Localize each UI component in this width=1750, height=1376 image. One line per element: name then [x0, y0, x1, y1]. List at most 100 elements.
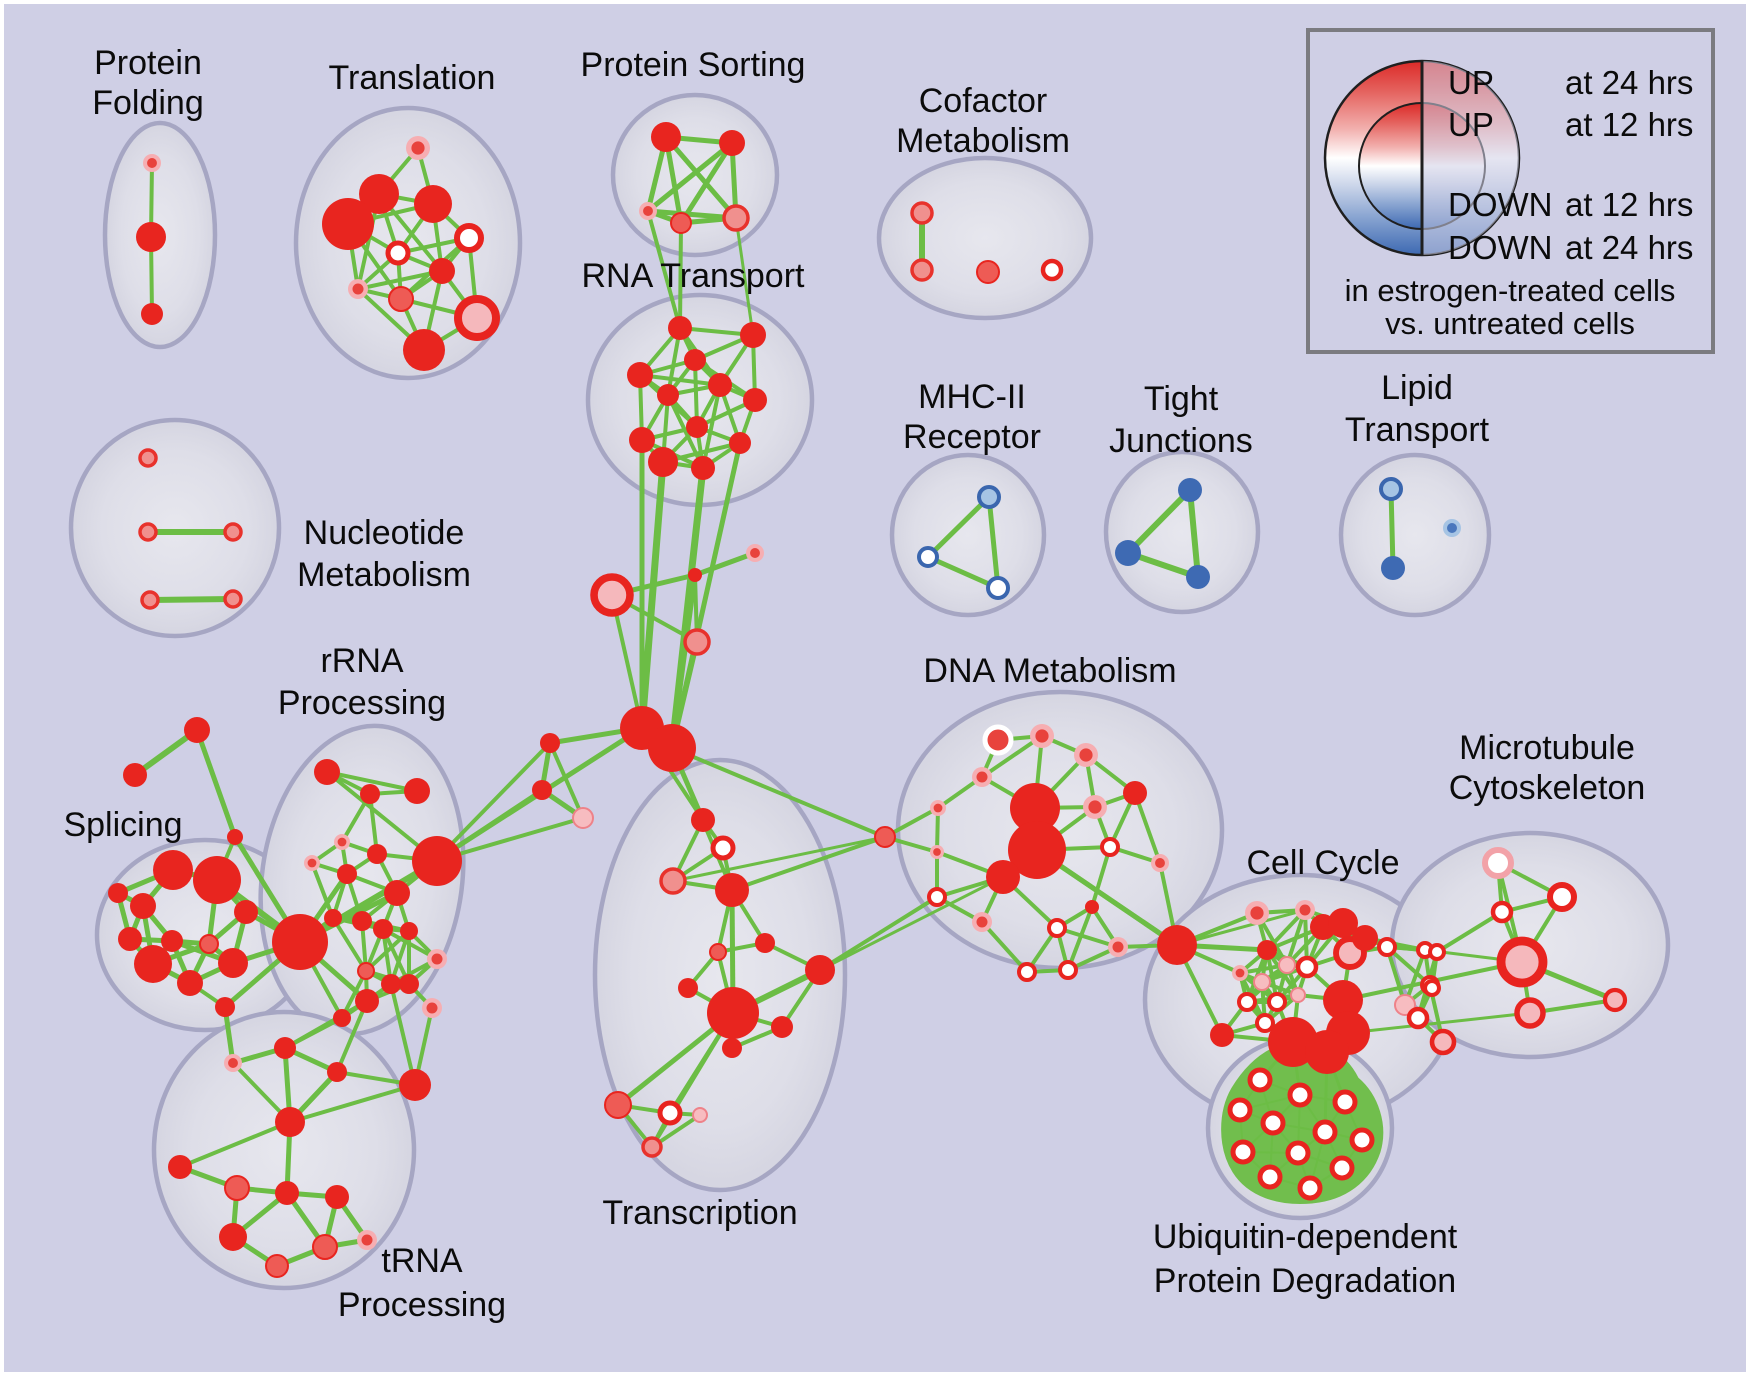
network-node: [1253, 973, 1271, 991]
network-node: [1227, 1097, 1253, 1123]
network-edge: [368, 792, 379, 856]
network-node: [136, 222, 166, 252]
cluster-label-ubiquitin-degradation: Protein Degradation: [1154, 1262, 1456, 1300]
network-node: [1312, 1119, 1338, 1145]
network-node: [400, 922, 418, 940]
legend: UP at 24 hrs UP at 12 hrs DOWN at 12 hrs DOWN a…: [1306, 28, 1715, 354]
network-node: [1058, 960, 1078, 980]
network-node: [684, 349, 706, 371]
network-node: [333, 1009, 351, 1027]
nodes-layer: [108, 122, 1628, 1278]
network-node: [406, 136, 430, 160]
network-node: [108, 883, 128, 903]
network-node: [138, 448, 158, 468]
network-edge: [356, 269, 444, 291]
network-node: [1295, 955, 1319, 979]
network-edge: [1066, 905, 1094, 972]
network-node: [709, 943, 727, 961]
cluster-label-transcription: Transcription: [602, 1194, 797, 1232]
cluster-label-mhc-ii-receptor: Receptor: [903, 418, 1041, 456]
network-node: [986, 576, 1010, 600]
network-node: [659, 867, 687, 895]
network-node: [629, 427, 655, 453]
network-node: [454, 295, 500, 341]
network-node: [384, 880, 410, 906]
cluster-ellipse-transcription: [592, 757, 848, 1193]
cluster-ellipse-cofactor-metabolism: [876, 155, 1094, 321]
network-node: [651, 122, 681, 152]
network-node: [668, 316, 692, 340]
network-edge: [433, 741, 552, 863]
network-node: [414, 185, 452, 223]
network-node: [454, 223, 484, 253]
network-node: [1290, 987, 1306, 1003]
network-edge: [1125, 487, 1193, 556]
network-node: [1490, 900, 1514, 924]
network-node: [265, 1254, 289, 1278]
network-node: [381, 974, 401, 994]
network-node: [274, 1037, 296, 1059]
network-node: [743, 388, 767, 412]
network-node: [1108, 937, 1128, 957]
network-edge: [325, 770, 419, 793]
network-node: [143, 154, 161, 172]
network-node: [348, 279, 368, 299]
network-edge: [283, 999, 369, 1050]
cluster-label-cofactor-metabolism: Cofactor: [919, 82, 1048, 120]
network-node: [1010, 783, 1060, 833]
network-node: [708, 373, 732, 397]
cluster-label-microtubule-cytoskeleton: Microtubule: [1459, 729, 1635, 767]
network-edge: [1388, 486, 1396, 571]
network-node: [1232, 965, 1248, 981]
network-node: [755, 933, 775, 953]
network-node: [1285, 1140, 1311, 1166]
network-node: [1157, 925, 1197, 965]
network-node: [138, 522, 158, 542]
network-node: [572, 807, 594, 829]
network-node: [1230, 1139, 1256, 1165]
network-node: [1100, 837, 1120, 857]
network-node: [427, 949, 447, 969]
network-node: [927, 887, 947, 907]
network-node: [1017, 962, 1037, 982]
network-node: [388, 286, 414, 312]
network-node: [917, 546, 939, 568]
network-node: [1287, 1082, 1313, 1108]
cluster-label-microtubule-cytoskeleton: Cytoskeleton: [1449, 769, 1646, 807]
network-edge: [1090, 845, 1112, 909]
network-node: [627, 362, 653, 388]
network-node: [161, 930, 183, 952]
network-node: [1305, 1030, 1349, 1074]
network-node: [1423, 979, 1441, 997]
network-node: [429, 258, 455, 284]
network-node: [1030, 724, 1054, 748]
network-node: [1115, 540, 1141, 566]
network-node: [1237, 992, 1257, 1012]
network-node: [1255, 1013, 1275, 1033]
legend-footnote: vs. untreated cells: [1385, 306, 1635, 341]
network-node: [1083, 795, 1107, 819]
network-node: [324, 909, 342, 927]
network-node: [683, 628, 711, 656]
network-node: [1047, 918, 1067, 938]
network-edge: [389, 982, 417, 1087]
network-node: [1547, 882, 1577, 912]
legend-direction-label: UP: [1448, 64, 1494, 101]
network-node: [678, 978, 698, 998]
network-node: [1267, 992, 1287, 1012]
network-node: [1496, 936, 1548, 988]
cluster-label-cell-cycle: Cell Cycle: [1246, 844, 1399, 882]
network-node: [1297, 1175, 1323, 1201]
network-node: [715, 873, 749, 907]
network-node: [1210, 1023, 1234, 1047]
network-node: [1381, 556, 1405, 580]
legend-time-label: at 24 hrs: [1565, 64, 1693, 101]
network-node: [692, 1107, 708, 1123]
network-node: [224, 1054, 242, 1072]
network-node: [177, 970, 203, 996]
cluster-ellipse-lipid-transport: [1338, 452, 1492, 618]
cluster-label-nucleotide-metabolism: Metabolism: [297, 556, 471, 594]
cluster-ellipse-trna-processing: [151, 1009, 417, 1291]
network-node: [334, 834, 350, 850]
